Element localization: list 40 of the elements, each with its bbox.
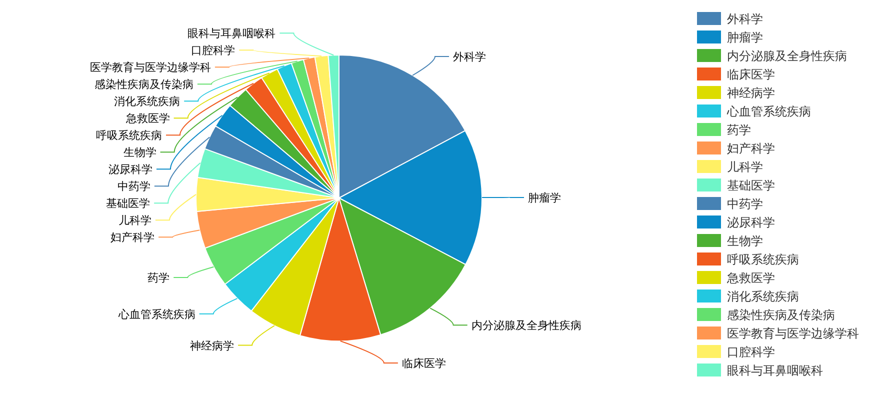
legend-label: 眼科与耳鼻咽喉科 (727, 364, 823, 378)
slice-label: 基础医学 (106, 197, 150, 210)
legend-label: 生物学 (727, 234, 763, 248)
slice-label: 心血管系统疾病 (117, 308, 196, 321)
legend-label: 呼吸系统疾病 (727, 252, 799, 266)
legend-label: 口腔科学 (727, 345, 775, 359)
slice-label: 急救医学 (124, 113, 170, 126)
slice-label: 临床医学 (402, 356, 446, 370)
legend-label: 基础医学 (727, 178, 775, 192)
legend-label: 药学 (727, 123, 751, 137)
legend-label: 临床医学 (727, 68, 775, 82)
slice-label: 肿瘤学 (528, 191, 561, 204)
slice-label: 神经病学 (190, 339, 234, 352)
legend-label: 儿科学 (727, 160, 763, 174)
slice-label: 外科学 (453, 52, 486, 64)
slice-label: 感染性疾病及传染病 (94, 78, 194, 92)
legend-label: 消化系统疾病 (727, 290, 799, 304)
slice-label: 药学 (148, 271, 170, 284)
slice-label: 眼科与耳鼻咽喉科 (188, 27, 276, 40)
legend-label: 医学教育与医学边缘学科 (727, 326, 859, 340)
slice-label: 医学教育与医学边缘学科 (90, 61, 211, 74)
legend-label: 急救医学 (726, 271, 775, 285)
legend-label: 中药学 (727, 197, 763, 211)
slice-label: 消化系统疾病 (114, 95, 180, 108)
legend-label: 泌尿科学 (727, 216, 775, 230)
slice-label: 呼吸系统疾病 (96, 129, 162, 142)
legend-label: 外科学 (727, 12, 763, 26)
slice-label: 内分泌腺及全身性疾病 (471, 319, 582, 332)
legend-label: 肿瘤学 (727, 30, 763, 44)
slice-label: 妇产科学 (110, 231, 155, 244)
slice-label: 泌尿科学 (108, 164, 152, 176)
slice-label: 生物学 (123, 146, 156, 160)
slice-label: 儿科学 (118, 214, 152, 228)
legend-label: 妇产科学 (727, 142, 775, 156)
legend-label: 心血管系统疾病 (726, 104, 811, 118)
legend-label: 内分泌腺及全身性疾病 (727, 49, 847, 63)
slice-label: 口腔科学 (191, 44, 236, 58)
legend-label: 感染性疾病及传染病 (727, 308, 835, 322)
slice-label: 中药学 (117, 180, 150, 194)
legend-label: 神经病学 (727, 86, 775, 100)
